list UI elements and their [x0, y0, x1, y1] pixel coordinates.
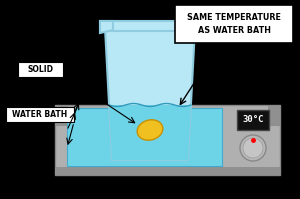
Text: 30°C: 30°C — [242, 115, 264, 125]
Text: SAME TEMPERATURE
AS WATER BATH: SAME TEMPERATURE AS WATER BATH — [187, 13, 281, 35]
Circle shape — [243, 138, 263, 158]
Text: SOLID: SOLID — [28, 65, 53, 74]
Ellipse shape — [137, 120, 163, 140]
Bar — [268, 105, 280, 125]
Text: WATER BATH: WATER BATH — [12, 110, 68, 119]
Polygon shape — [105, 28, 195, 160]
Bar — [67, 108, 222, 166]
Circle shape — [240, 135, 266, 161]
Bar — [55, 167, 280, 175]
Bar — [237, 110, 269, 130]
Bar — [6, 107, 74, 122]
Bar — [175, 5, 293, 43]
Polygon shape — [109, 105, 191, 160]
Polygon shape — [100, 21, 113, 33]
Bar — [55, 105, 67, 125]
Bar — [18, 62, 63, 77]
Bar — [100, 21, 200, 31]
Bar — [55, 105, 280, 175]
